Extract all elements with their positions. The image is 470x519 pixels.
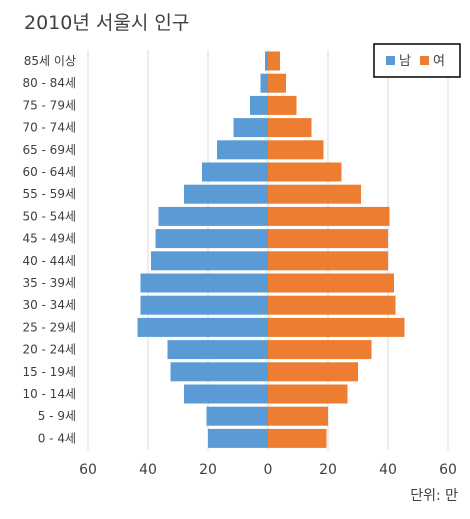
y-tick-label: 65 - 69세: [22, 143, 76, 157]
y-tick-label: 30 - 34세: [22, 298, 76, 312]
y-tick-label: 35 - 39세: [22, 276, 76, 290]
y-tick-label: 10 - 14세: [22, 387, 76, 401]
y-tick-label: 45 - 49세: [22, 232, 76, 246]
y-tick-label: 15 - 19세: [22, 365, 76, 379]
bar-male-13: [167, 340, 268, 360]
x-tick-label: 60: [79, 462, 97, 478]
y-tick-label: 40 - 44세: [22, 254, 76, 268]
bar-male-7: [158, 206, 268, 226]
x-tick-label: 0: [264, 462, 273, 478]
y-axis-labels: 85세 이상 80 - 84세 75 - 79세 70 - 74세 65 - 69세 60…: [22, 54, 76, 445]
bar-female-11: [268, 295, 396, 315]
bar-male-5: [202, 162, 268, 182]
y-tick-label: 55 - 59세: [22, 187, 76, 201]
y-tick-label: 75 - 79세: [22, 98, 76, 112]
bar-female-9: [268, 251, 388, 271]
bar-male-17: [208, 428, 268, 448]
bars: [137, 51, 405, 448]
legend-swatch-0: [386, 56, 395, 65]
bar-female-12: [268, 317, 405, 337]
bar-male-6: [184, 184, 268, 204]
bar-female-5: [268, 162, 342, 182]
bar-male-3: [233, 118, 268, 138]
bar-female-6: [268, 184, 361, 204]
bar-female-3: [268, 118, 312, 138]
y-tick-label: 0 - 4세: [38, 431, 76, 445]
bar-male-1: [260, 73, 268, 93]
bar-male-10: [140, 273, 268, 293]
bar-female-0: [268, 51, 280, 71]
y-tick-label: 80 - 84세: [22, 76, 76, 90]
legend-label-0: 남: [399, 54, 411, 69]
bar-female-13: [268, 340, 372, 360]
y-tick-label: 85세 이상: [24, 54, 76, 68]
bar-male-16: [206, 406, 268, 426]
bar-female-17: [268, 428, 327, 448]
y-tick-label: 70 - 74세: [22, 121, 76, 135]
x-tick-label: 20: [199, 462, 217, 478]
y-tick-label: 25 - 29세: [22, 320, 76, 334]
y-tick-label: 5 - 9세: [38, 409, 76, 423]
x-tick-label: 40: [379, 462, 397, 478]
bar-male-14: [170, 362, 268, 382]
bar-female-7: [268, 206, 390, 226]
bar-female-2: [268, 95, 297, 115]
x-tick-label: 20: [319, 462, 337, 478]
chart-title: 2010년 서울시 인구: [24, 12, 189, 34]
legend-swatch-1: [420, 56, 429, 65]
y-tick-label: 60 - 64세: [22, 165, 76, 179]
bar-female-15: [268, 384, 348, 404]
bar-female-8: [268, 229, 388, 249]
bar-male-9: [151, 251, 268, 271]
bar-male-11: [140, 295, 268, 315]
bar-male-12: [137, 317, 268, 337]
legend-box: [373, 43, 461, 78]
bar-female-4: [268, 140, 324, 160]
bar-male-15: [184, 384, 268, 404]
bar-male-0: [265, 51, 268, 71]
legend-label-1: 여: [433, 54, 445, 69]
bar-male-4: [217, 140, 268, 160]
bar-female-1: [268, 73, 286, 93]
bar-male-2: [250, 95, 268, 115]
grid-lines: [87, 50, 449, 450]
y-tick-label: 20 - 24세: [22, 343, 76, 357]
y-tick-label: 50 - 54세: [22, 209, 76, 223]
x-tick-label: 40: [139, 462, 157, 478]
bar-female-16: [268, 406, 328, 426]
bar-female-10: [268, 273, 394, 293]
bar-male-8: [155, 229, 268, 249]
x-axis-labels: 60 40 20 0 20 40 60: [79, 462, 457, 478]
x-tick-label: 60: [439, 462, 457, 478]
bar-female-14: [268, 362, 358, 382]
unit-label: 단위: 만: [410, 488, 458, 504]
